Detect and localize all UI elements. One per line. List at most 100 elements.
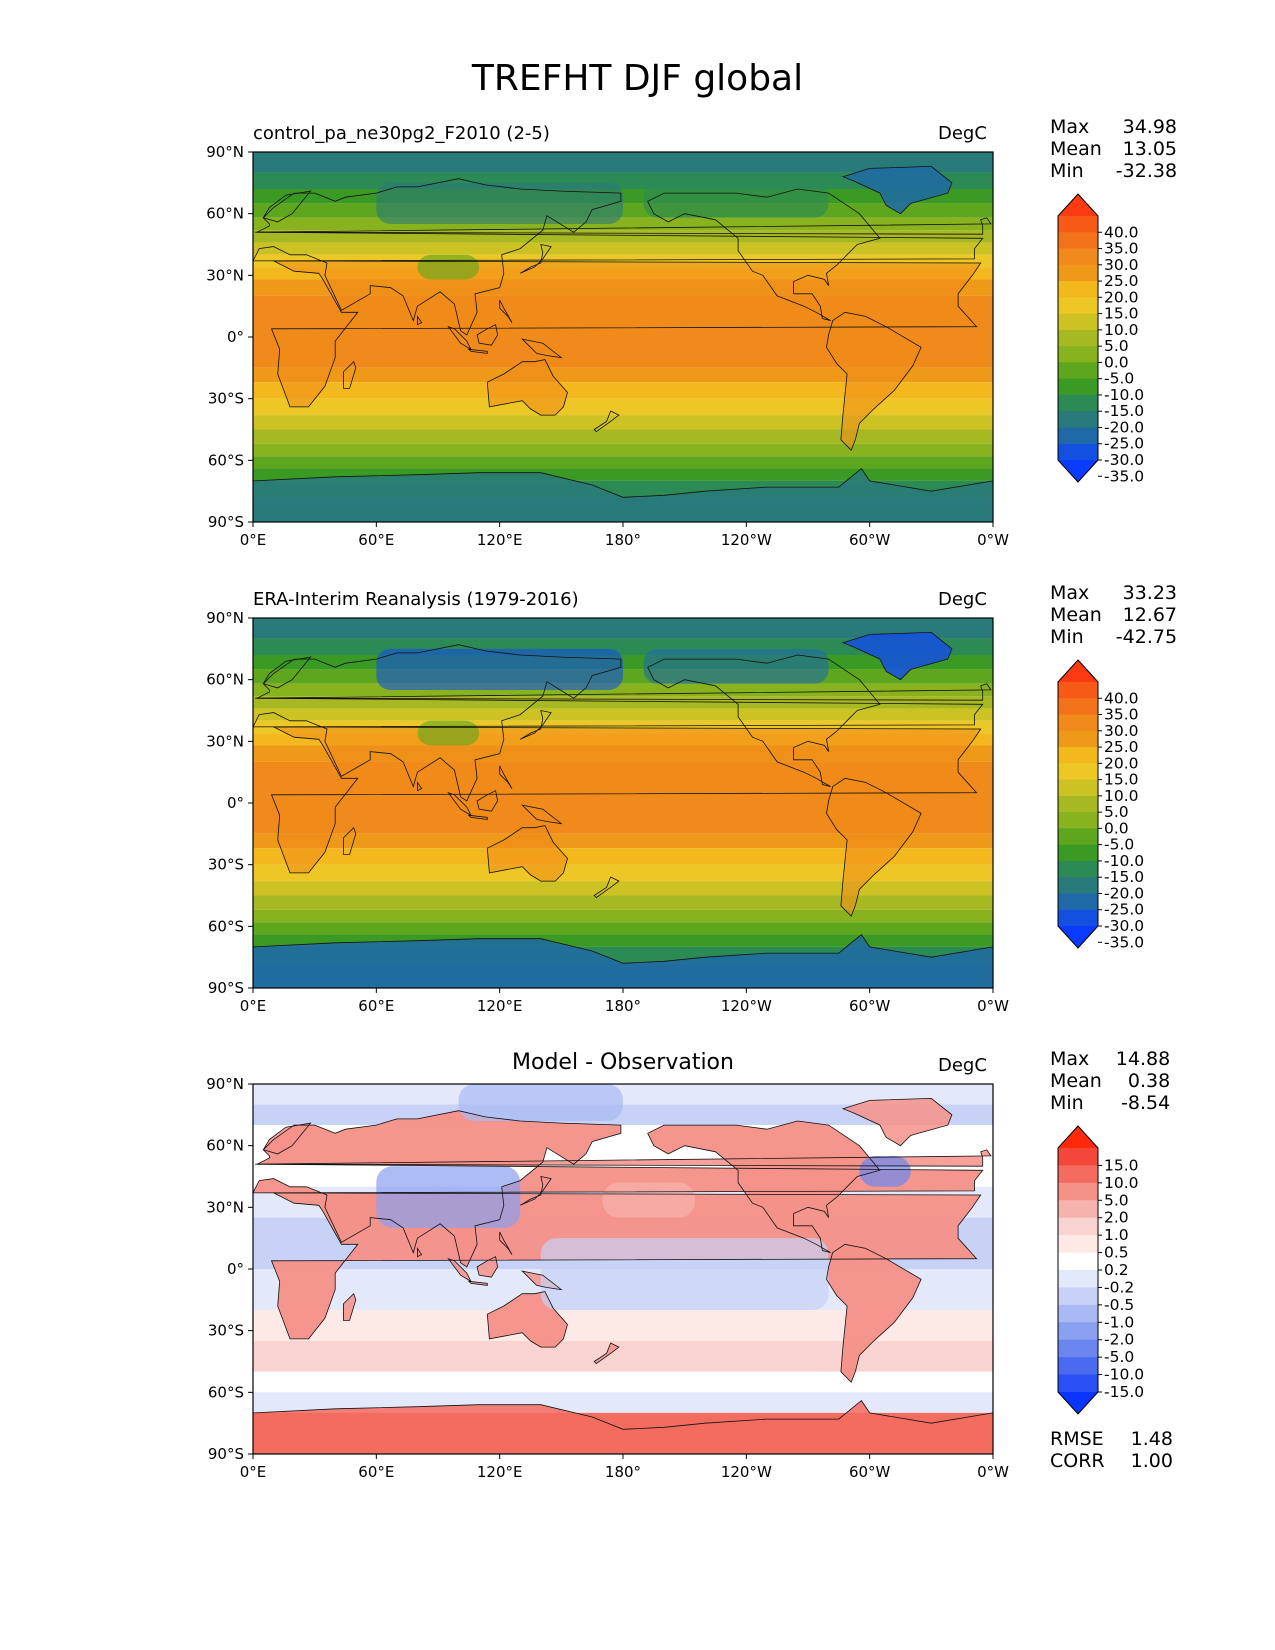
colorbar-segment (1058, 297, 1098, 315)
colorbar-segment (1058, 216, 1098, 233)
field-band (253, 1340, 993, 1372)
min-value: -42.75 (1115, 626, 1178, 648)
colorbar-segment (1058, 1287, 1098, 1306)
coastline-sumatra (447, 325, 472, 351)
land-warm-australia (487, 359, 568, 416)
corr-label: CORR (1050, 1450, 1105, 1472)
panel-3-units: DegC (938, 1055, 987, 1076)
colorbar-label: -20.0 (1104, 884, 1144, 902)
rmse-label: RMSE (1050, 1428, 1104, 1450)
coastline-scandinavia-fill (262, 656, 312, 689)
coastline-south-america (826, 1243, 922, 1383)
field-band (253, 864, 993, 882)
colorbar-3: 15.010.05.02.01.00.50.2-0.2-0.5-1.0-2.0-… (1057, 1125, 1144, 1415)
colorbar-segment (1058, 1339, 1098, 1358)
lon-tick-label: 120°E (477, 531, 523, 549)
coastline-madagascar (343, 826, 357, 855)
lat-tick-label: 0° (227, 1260, 244, 1278)
max-value: 34.98 (1122, 116, 1178, 138)
colorbar-extend-top (1058, 660, 1098, 682)
field-band (253, 367, 993, 383)
diff-cool-asia (376, 1166, 521, 1228)
coastline-uk (255, 217, 992, 235)
colorbar-label: 0.5 (1104, 1244, 1129, 1262)
land-shade-java (468, 1281, 488, 1286)
coastline-java (467, 1280, 488, 1286)
lon-tick-label: 60°W (849, 1463, 891, 1481)
colorbar-extend-top (1058, 194, 1098, 216)
field-band (253, 398, 993, 416)
field-band (253, 1084, 993, 1105)
coastline-philippines (499, 1231, 513, 1255)
field-band (253, 909, 993, 923)
coastline-australia (486, 1291, 568, 1348)
colorbar-label: 40.0 (1104, 223, 1139, 241)
colorbar-label: -5.0 (1104, 370, 1134, 388)
coastline-sri-lanka (417, 1247, 423, 1258)
coastline-japan (519, 709, 552, 740)
colorbar-segment (1058, 1148, 1098, 1166)
colorbar-segment (1058, 281, 1098, 298)
colorbar-segment (1058, 378, 1098, 396)
cold-siberia (376, 182, 623, 224)
colorbar-label: -25.0 (1104, 901, 1144, 919)
lat-tick-label: 30°N (206, 1198, 244, 1216)
colorbar-extend-bottom (1058, 1392, 1098, 1414)
coastline-new-guinea (521, 804, 563, 825)
colorbar-label: -35.0 (1104, 933, 1144, 951)
colorbar-segment (1058, 232, 1098, 250)
mean-value: 13.05 (1122, 138, 1178, 160)
lon-tick-label: 120°W (721, 531, 772, 549)
mean-label: Mean (1050, 1070, 1102, 1092)
mean-value: 0.38 (1127, 1070, 1171, 1092)
field-band (253, 456, 993, 469)
coastline-africa (270, 260, 982, 408)
field-band (253, 242, 993, 255)
field-band (253, 922, 993, 935)
colorbar-segment (1058, 411, 1098, 428)
map-panel-3: 90°N 60°N 30°N 0° 30°S 60°S 90°S0°E 60°E 120°E 18… (206, 1075, 1144, 1481)
colorbar-segment (1058, 1182, 1098, 1201)
colorbar-segment (1058, 1304, 1098, 1323)
colorbar-segment (1058, 828, 1098, 846)
colorbar-segment (1058, 313, 1098, 331)
colorbar-label: 5.0 (1104, 337, 1129, 355)
colorbar-segment (1058, 1374, 1098, 1393)
coastline-java (467, 348, 488, 354)
field-band (253, 429, 993, 444)
coastline-eurasia (253, 178, 984, 336)
colorbar-label: -5.0 (1104, 1348, 1134, 1366)
field-band (253, 152, 993, 173)
land-shade-antarctica (253, 934, 993, 988)
diff-cool-labrador (859, 1155, 911, 1187)
coastline-madagascar (343, 360, 357, 389)
panel-2-units: DegC (938, 589, 987, 610)
coastline-philippines (499, 299, 513, 323)
coastline-new-zealand (593, 1342, 620, 1365)
cold-canada (643, 182, 829, 218)
colorbar-1: 40.035.030.025.020.015.010.05.00.0-5.0-1… (1057, 193, 1144, 485)
land-shade-greenland (842, 1098, 952, 1146)
land-warm-south-america (826, 312, 922, 451)
coastline-borneo (476, 1256, 499, 1278)
coastline-sumatra (447, 1257, 472, 1283)
lat-tick-label: 30°S (208, 856, 244, 874)
coastline-south-america (826, 311, 922, 451)
lat-tick-label: 60°N (206, 671, 244, 689)
lon-tick-label: 180° (605, 1463, 641, 1481)
lon-tick-label: 0°W (977, 1463, 1009, 1481)
lat-tick-label: 90°N (206, 609, 244, 627)
lon-tick-label: 60°E (358, 997, 394, 1015)
lat-tick-label: 0° (227, 794, 244, 812)
figure-title: TREFHT DJF global (471, 58, 804, 99)
colorbar-label: 20.0 (1104, 288, 1139, 306)
land-shade-antarctica (253, 1400, 993, 1454)
colorbar-segment (1058, 1252, 1098, 1271)
coastline-greenland (841, 1097, 953, 1147)
colorbar-segment (1058, 893, 1098, 911)
lat-tick-label: 60°N (206, 205, 244, 223)
land-shade-sumatra (448, 1258, 471, 1282)
coastline-philippines (499, 765, 513, 789)
colorbar-label: -1.0 (1104, 1313, 1134, 1331)
coastline-java (467, 814, 488, 820)
